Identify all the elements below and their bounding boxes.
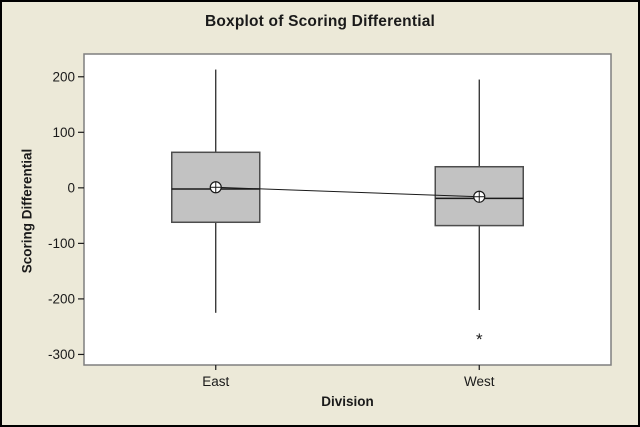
x-axis-label: Division — [321, 394, 374, 409]
plot-frame — [83, 53, 612, 366]
chart-title: Boxplot of Scoring Differential — [204, 13, 436, 30]
y-tick-label: -200 — [48, 291, 75, 306]
y-tick-label: 100 — [52, 125, 75, 140]
x-tick-label: West — [464, 374, 495, 389]
y-tick-label: 200 — [52, 69, 75, 84]
x-tick-label: East — [202, 374, 229, 389]
y-tick-label: -100 — [48, 236, 75, 251]
y-tick-label: 0 — [67, 180, 75, 195]
outlier-marker: * — [476, 330, 483, 349]
y-tick-label: -300 — [48, 347, 75, 362]
mean-connect-line — [215, 186, 480, 198]
